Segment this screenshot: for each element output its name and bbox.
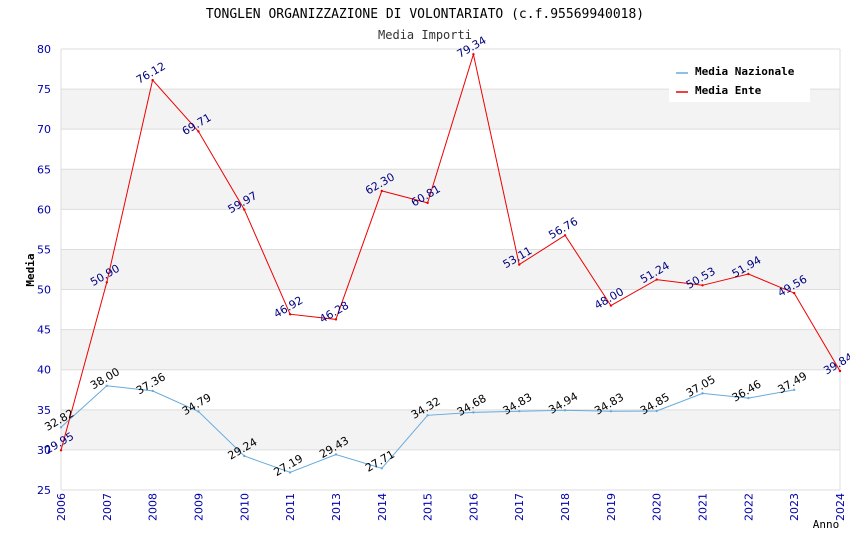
chart-title: TONGLEN ORGANIZZAZIONE DI VOLONTARIATO (… <box>206 7 644 22</box>
x-tick-label: 2013 <box>330 493 343 521</box>
legend-box <box>669 60 810 102</box>
data-point-media-ente <box>59 449 63 452</box>
x-tick-label: 2021 <box>697 493 710 521</box>
data-point-media-ente <box>197 130 200 133</box>
y-tick-label: 80 <box>37 43 51 56</box>
series-line-media-ente <box>60 52 841 451</box>
legend: Media Nazionale Media Ente <box>669 60 810 102</box>
data-label-media-nazionale: 37.49 <box>776 369 810 396</box>
data-point-media-nazionale <box>334 453 338 456</box>
x-tick-label: 2017 <box>513 493 526 521</box>
background-band <box>61 329 840 370</box>
x-tick-label: 2011 <box>284 493 297 521</box>
data-label-media-ente: 46.28 <box>317 299 351 326</box>
legend-label-media-ente: Media Ente <box>695 84 762 97</box>
x-tick-label: 2023 <box>788 493 801 521</box>
x-tick-label: 2010 <box>238 493 251 521</box>
legend-label-media-nazionale: Media Nazionale <box>695 65 795 78</box>
data-point-media-ente <box>655 278 658 281</box>
data-point-media-nazionale <box>243 454 246 458</box>
data-point-media-ente <box>151 78 154 82</box>
series-lines <box>59 52 842 474</box>
data-point-media-nazionale <box>609 409 613 413</box>
y-tick-label: 55 <box>37 243 51 256</box>
data-point-media-nazionale <box>59 426 63 429</box>
data-point-media-ente <box>105 281 109 284</box>
data-label-media-ente: 29.95 <box>42 430 76 457</box>
data-point-media-ente <box>380 189 383 193</box>
x-tick-label: 2015 <box>422 493 435 521</box>
data-point-media-ente <box>563 234 567 237</box>
x-tick-label: 2014 <box>376 493 389 521</box>
data-label-media-nazionale: 27.19 <box>271 452 305 479</box>
x-tick-label: 2020 <box>651 493 664 521</box>
x-axis-ticks: 2006 2007 2008 2009 2010 2011 2013 2014 2015 2016… <box>55 493 847 521</box>
data-point-media-nazionale <box>472 411 475 414</box>
x-tick-label: 2022 <box>742 493 755 521</box>
x-tick-label: 2016 <box>467 493 480 521</box>
y-tick-label: 35 <box>37 404 51 417</box>
y-tick-label: 60 <box>37 203 51 216</box>
data-point-media-nazionale <box>288 471 292 474</box>
data-point-media-ente <box>288 313 292 316</box>
data-point-media-ente <box>243 208 246 211</box>
data-label-media-ente: 46.92 <box>271 294 305 321</box>
y-tick-label: 25 <box>37 484 51 497</box>
data-point-media-ente <box>747 272 750 276</box>
data-point-media-nazionale <box>105 384 109 387</box>
x-tick-label: 2009 <box>192 493 205 521</box>
data-point-media-ente <box>792 291 796 295</box>
data-point-media-nazionale <box>518 409 521 413</box>
background-band <box>61 409 840 450</box>
background-band <box>61 169 840 210</box>
data-point-media-nazionale <box>563 409 567 412</box>
x-tick-label: 2024 <box>834 493 847 521</box>
data-label-media-nazionale: 37.05 <box>684 373 718 400</box>
x-tick-label: 2019 <box>605 493 618 521</box>
data-point-media-ente <box>701 284 704 287</box>
x-tick-label: 2018 <box>559 493 572 521</box>
data-label-media-nazionale: 37.36 <box>134 370 168 397</box>
data-label-media-nazionale: 27.71 <box>363 448 397 475</box>
data-point-media-ente <box>518 263 521 266</box>
x-tick-label: 2007 <box>101 493 114 521</box>
data-label-media-ente: 76.12 <box>134 60 168 87</box>
y-tick-label: 65 <box>37 163 51 176</box>
y-tick-label: 75 <box>37 83 51 96</box>
x-tick-label: 2008 <box>147 493 160 521</box>
background-band <box>61 249 840 290</box>
data-point-media-ente <box>609 304 613 307</box>
y-tick-label: 40 <box>37 364 51 377</box>
data-point-media-nazionale <box>426 414 429 417</box>
y-tick-label: 30 <box>37 444 51 457</box>
data-label-media-nazionale: 36.46 <box>730 378 764 405</box>
y-axis-title: Media <box>24 253 37 286</box>
y-tick-label: 70 <box>37 123 51 136</box>
data-point-media-nazionale <box>197 410 200 413</box>
data-point-media-nazionale <box>792 388 796 392</box>
y-tick-label: 45 <box>37 324 51 337</box>
data-point-media-nazionale <box>151 389 154 393</box>
data-point-media-ente <box>838 369 842 373</box>
x-axis-title: Anno <box>813 518 840 531</box>
data-point-media-nazionale <box>655 409 658 413</box>
data-point-media-nazionale <box>747 396 750 400</box>
y-tick-label: 50 <box>37 284 51 297</box>
y-axis-ticks: 25 30 35 40 45 50 55 60 65 70 75 80 <box>37 43 51 497</box>
data-label-media-ente: 56.76 <box>546 215 580 242</box>
data-point-media-ente <box>472 53 475 56</box>
data-point-media-ente <box>426 201 429 205</box>
data-point-media-nazionale <box>380 467 383 470</box>
chart-subtitle: Media Importi <box>378 28 472 42</box>
data-point-media-ente <box>334 318 338 321</box>
x-tick-label: 2006 <box>55 493 68 521</box>
data-point-media-nazionale <box>701 392 704 395</box>
